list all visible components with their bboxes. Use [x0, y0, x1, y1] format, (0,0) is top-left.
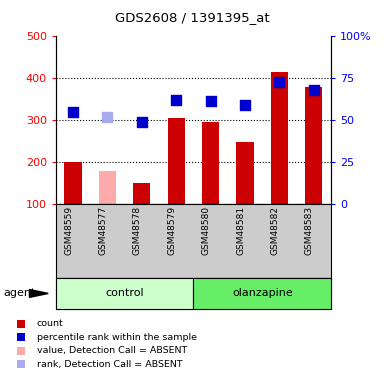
Point — [311, 87, 317, 93]
Text: olanzapine: olanzapine — [232, 288, 293, 298]
Point — [173, 97, 179, 103]
Text: GSM48583: GSM48583 — [305, 206, 314, 255]
Text: GDS2608 / 1391395_at: GDS2608 / 1391395_at — [115, 11, 270, 24]
Text: GSM48578: GSM48578 — [133, 206, 142, 255]
Text: GSM48581: GSM48581 — [236, 206, 245, 255]
Bar — [236, 142, 254, 204]
Point — [17, 334, 23, 340]
Point — [70, 109, 76, 115]
FancyBboxPatch shape — [194, 278, 331, 309]
Point — [276, 79, 283, 85]
Text: GSM48582: GSM48582 — [271, 206, 280, 255]
Bar — [64, 162, 82, 204]
Text: GSM48577: GSM48577 — [99, 206, 107, 255]
Point — [17, 348, 23, 354]
Bar — [202, 122, 219, 204]
Bar — [305, 87, 323, 204]
Point — [208, 98, 214, 104]
Point — [17, 321, 23, 327]
Point — [242, 102, 248, 108]
FancyBboxPatch shape — [56, 278, 194, 309]
Bar — [271, 72, 288, 204]
Text: GSM48559: GSM48559 — [64, 206, 73, 255]
Text: agent: agent — [4, 288, 36, 298]
Text: percentile rank within the sample: percentile rank within the sample — [37, 333, 197, 342]
Text: control: control — [105, 288, 144, 298]
Point — [139, 118, 145, 124]
Text: GSM48579: GSM48579 — [167, 206, 176, 255]
Text: rank, Detection Call = ABSENT: rank, Detection Call = ABSENT — [37, 360, 182, 369]
Text: value, Detection Call = ABSENT: value, Detection Call = ABSENT — [37, 346, 187, 355]
Bar — [167, 118, 185, 204]
Polygon shape — [30, 290, 48, 297]
Bar — [133, 183, 151, 204]
Bar — [99, 171, 116, 204]
Point — [17, 362, 23, 368]
Point — [104, 114, 110, 120]
Text: GSM48580: GSM48580 — [202, 206, 211, 255]
Text: count: count — [37, 319, 64, 328]
